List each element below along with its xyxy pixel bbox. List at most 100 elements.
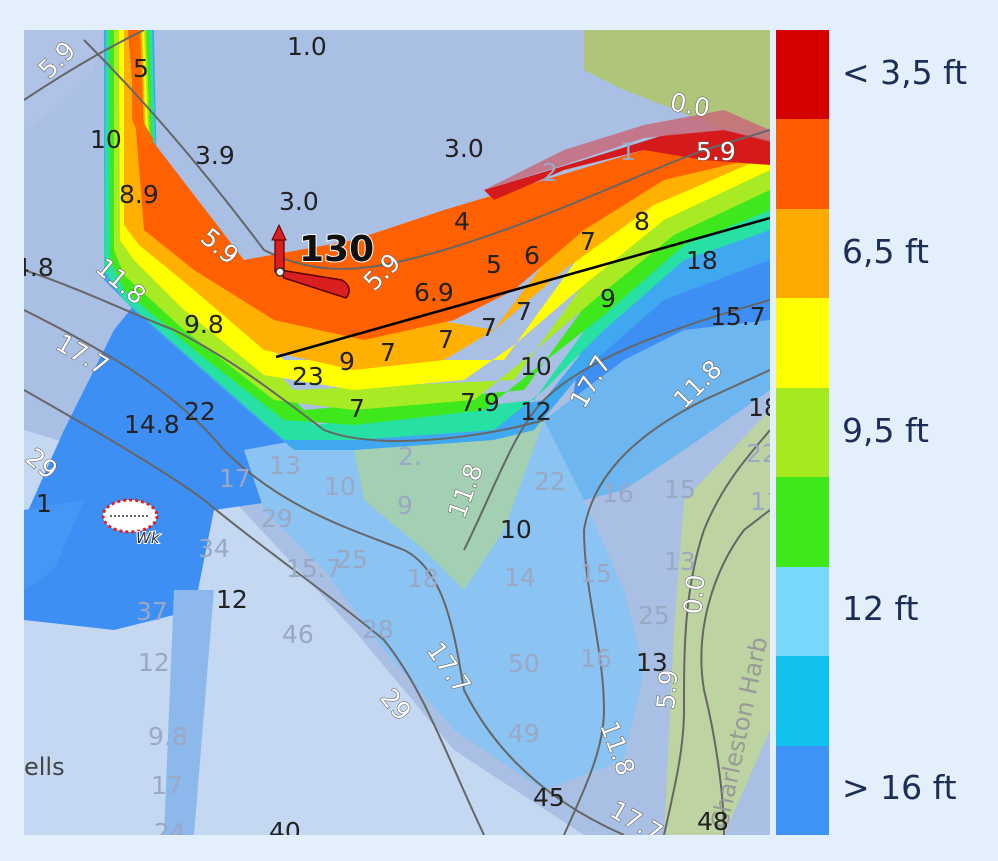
depth-sounding: 22	[746, 439, 770, 468]
marker-pole-icon	[274, 239, 285, 273]
depth-sounding: 25	[336, 545, 368, 574]
depth-sounding: 45	[533, 783, 565, 812]
shoal-green-area	[354, 420, 544, 590]
depth-sounding: 13	[269, 451, 301, 480]
contour-label: 5.9	[696, 137, 736, 166]
contour-label: 5.9	[651, 668, 683, 710]
depth-sounding: 10	[520, 352, 552, 381]
depth-sounding: 22	[534, 467, 566, 496]
depth-sounding: 28	[362, 615, 394, 644]
transect-line	[275, 216, 770, 359]
depth-sounding: 14	[504, 563, 536, 592]
depth-sounding: 10	[324, 472, 356, 501]
depth-sounding: 7	[580, 227, 596, 256]
depth-sounding: 12	[520, 397, 552, 426]
depth-sounding: 15.7	[286, 554, 342, 583]
legend-label: < 3,5 ft	[842, 52, 968, 92]
wreck-label: Wk	[136, 529, 161, 547]
red-band	[484, 130, 770, 200]
depth-sounding: 48	[697, 807, 729, 835]
legend-swatch	[776, 298, 829, 389]
east-slope	[544, 320, 770, 500]
legend-swatch	[776, 387, 829, 478]
legend-swatch	[776, 208, 829, 299]
depth-sounding: 17	[151, 771, 183, 800]
contour-label: 0.0	[678, 573, 710, 615]
depth-sounding: 18	[748, 393, 770, 422]
depth-sounding: 7.9	[460, 388, 500, 417]
depth-sounding: 4	[454, 207, 470, 236]
legend-label: 6,5 ft	[842, 231, 929, 271]
depth-sounding: 9.8	[148, 722, 188, 751]
depth-sounding: 22	[184, 397, 216, 426]
depth-sounding: 2	[542, 158, 558, 187]
depth-sounding: 14.8	[124, 410, 180, 439]
depth-sounding: 4.8	[24, 253, 54, 282]
depth-sounding: 1.0	[287, 32, 327, 61]
depth-sounding: 3.9	[195, 141, 235, 170]
exposed-bank	[484, 110, 770, 190]
depth-sounding: 7	[438, 325, 454, 354]
marker-top-icon	[271, 223, 287, 241]
marker-pin[interactable]: 130	[271, 223, 375, 299]
west-orange-strip	[132, 30, 154, 150]
depth-sounding: 11	[750, 487, 770, 516]
depth-sounding: 37	[136, 597, 168, 626]
depth-sounding: 9	[397, 491, 413, 520]
depth-sounding: 7	[380, 338, 396, 367]
depth-sounding: 15	[580, 559, 612, 588]
depth-soundings: 1.05103.93.08.93.0214.845678189.86.97779…	[24, 32, 770, 835]
red-orange-band	[128, 30, 770, 340]
depth-sounding: 8	[634, 207, 650, 236]
depth-sounding: 15	[664, 475, 696, 504]
depth-sounding: 7	[481, 313, 497, 342]
depth-sounding: 13	[664, 547, 696, 576]
deep-channel	[24, 280, 324, 630]
depth-sounding: 34	[198, 534, 230, 563]
depth-sounding: 12	[138, 648, 170, 677]
legend-swatch	[776, 477, 829, 568]
depth-sounding: 49	[508, 719, 540, 748]
depth-sounding: 17	[219, 464, 251, 493]
legend-swatch	[776, 566, 829, 657]
legend-label: > 16 ft	[842, 768, 957, 808]
depth-sounding: 5	[486, 250, 502, 279]
marker-arrow-icon	[278, 269, 350, 299]
depth-sounding: 9.8	[184, 310, 224, 339]
orange-band	[124, 30, 770, 370]
depth-sounding: 25	[638, 601, 670, 630]
legend-label: 12 ft	[842, 589, 919, 629]
depth-sounding: 9	[600, 284, 616, 313]
depth-sounding: 18	[407, 564, 439, 593]
legend-swatch	[776, 745, 829, 836]
depth-sounding: 1	[36, 489, 52, 518]
depth-sounding: 6	[524, 241, 540, 270]
land-area-se	[664, 410, 770, 835]
nw-water	[24, 30, 104, 130]
depth-sounding: 29	[261, 504, 293, 533]
depth-sounding: 8.9	[119, 180, 159, 209]
depth-sounding: 16	[580, 644, 612, 673]
depth-sounding: 2.	[398, 442, 422, 471]
cyan-band	[104, 30, 770, 450]
depth-sounding: 18	[686, 246, 718, 275]
depth-sounding: 10	[90, 125, 122, 154]
depth-sounding: 50	[508, 649, 540, 678]
wreck-symbol[interactable]: Wk	[101, 498, 162, 548]
depth-sounding: 15.7	[710, 302, 766, 331]
narrow-channel	[164, 590, 214, 835]
place-label: ells	[24, 753, 65, 781]
depth-legend: < 3,5 ft 6,5 ft 9,5 ft 12 ft > 16 ft	[776, 30, 998, 836]
depth-sounding: 16	[602, 479, 634, 508]
legend-swatch	[776, 119, 829, 210]
depth-sounding: 6.9	[414, 278, 454, 307]
depth-sounding: 7	[516, 297, 532, 326]
depth-map[interactable]: 130 Wk ells Charleston Harb 1.0 5 10 3.9 3.0…	[24, 30, 770, 835]
depth-sounding: 13	[636, 648, 668, 677]
depth-sounding: 9	[339, 347, 355, 376]
depth-sounding: 12	[216, 585, 248, 614]
depth-sounding: 3.0	[444, 134, 484, 163]
depth-contours	[24, 30, 770, 835]
depth-sounding: 5	[133, 54, 149, 83]
